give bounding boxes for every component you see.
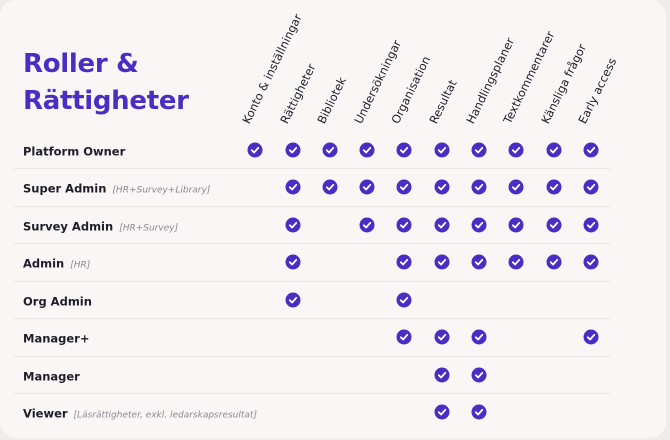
check-circle-icon <box>471 254 487 270</box>
check-circle-icon <box>471 367 487 382</box>
check-circle-icon <box>583 329 599 345</box>
row-label: Manager+ <box>23 328 90 347</box>
check-circle-icon <box>322 142 338 157</box>
row-label: Platform Owner <box>23 140 125 159</box>
role-name: Admin <box>23 256 65 271</box>
check-circle-icon <box>396 217 412 232</box>
check-circle-icon <box>285 292 301 307</box>
check-circle-icon <box>396 179 412 195</box>
check-circle-icon <box>434 217 450 232</box>
role-name: Platform Owner <box>23 144 126 158</box>
check-circle-icon <box>508 142 524 157</box>
check-circle-icon <box>285 179 301 195</box>
check-circle-icon <box>396 329 412 345</box>
check-circle-icon <box>508 254 524 270</box>
check-circle-icon <box>396 254 412 270</box>
check-circle-icon <box>546 217 562 232</box>
table-row: Platform Owner <box>14 131 610 169</box>
check-circle-icon <box>434 142 450 157</box>
role-name: Survey Admin <box>23 219 114 233</box>
title-line-1: Roller & <box>23 49 139 79</box>
role-name: Org Admin <box>23 294 92 308</box>
check-circle-icon <box>434 404 450 420</box>
check-circle-icon <box>434 367 450 382</box>
check-circle-icon <box>546 179 562 195</box>
check-circle-icon <box>434 179 450 195</box>
check-circle-icon <box>471 329 487 345</box>
column-header-label: Bibliotek <box>314 74 349 126</box>
check-circle-icon <box>546 254 562 270</box>
check-circle-icon <box>471 179 487 195</box>
check-circle-icon <box>285 142 301 157</box>
table-row: Org Admin <box>14 281 610 319</box>
table-row: Manager+ <box>14 319 610 357</box>
table-row: Viewer [Läsrättigheter, exkl. ledarskapsr… <box>14 394 610 431</box>
check-circle-icon <box>359 142 375 157</box>
role-name: Viewer <box>23 406 68 421</box>
check-circle-icon <box>583 254 599 270</box>
row-label: Org Admin <box>23 290 92 309</box>
check-circle-icon <box>583 179 599 195</box>
check-circle-icon <box>396 292 412 307</box>
table-row: Manager <box>14 356 610 394</box>
role-name: Manager <box>23 369 80 383</box>
check-circle-icon <box>434 254 450 270</box>
check-circle-icon <box>396 142 412 157</box>
check-circle-icon <box>471 404 487 420</box>
column-header-label: Organisation <box>388 53 434 126</box>
check-circle-icon <box>508 179 524 195</box>
role-name: Super Admin <box>23 181 107 196</box>
row-label: Manager <box>23 365 80 384</box>
table-row: Admin [HR] <box>14 244 610 282</box>
column-header-label: Early access <box>575 55 620 126</box>
check-circle-icon <box>583 142 599 157</box>
row-label: Viewer [Läsrättigheter, exkl. ledarskapsr… <box>23 403 257 422</box>
column-header-label: Rättigheter <box>277 61 319 126</box>
row-label: Admin [HR] <box>23 253 90 272</box>
title-line-2: Rättigheter <box>23 86 189 116</box>
check-circle-icon <box>285 217 301 232</box>
check-circle-icon <box>508 217 524 232</box>
check-circle-icon <box>546 142 562 157</box>
role-note: [HR+Survey+Library] <box>112 185 211 196</box>
table-row: Survey Admin [HR+Survey] <box>14 206 610 244</box>
row-label: Survey Admin [HR+Survey] <box>23 215 178 234</box>
check-circle-icon <box>583 217 599 232</box>
check-circle-icon <box>471 217 487 232</box>
role-name: Manager+ <box>23 331 90 346</box>
check-circle-icon <box>322 179 338 195</box>
check-circle-icon <box>359 217 375 232</box>
page-title: Roller & Rättigheter <box>23 46 223 120</box>
row-label: Super Admin [HR+Survey+Library] <box>23 178 210 197</box>
check-circle-icon <box>285 254 301 270</box>
table-row: Super Admin [HR+Survey+Library] <box>14 169 610 207</box>
role-note: [Läsrättigheter, exkl. ledarskapsresulta… <box>73 410 257 421</box>
check-circle-icon <box>247 142 263 157</box>
role-note: [HR] <box>70 260 91 271</box>
check-circle-icon <box>471 142 487 157</box>
check-circle-icon <box>359 179 375 195</box>
role-note: [HR+Survey] <box>119 223 179 233</box>
column-header-label: Resultat <box>426 77 460 126</box>
check-circle-icon <box>434 329 450 345</box>
